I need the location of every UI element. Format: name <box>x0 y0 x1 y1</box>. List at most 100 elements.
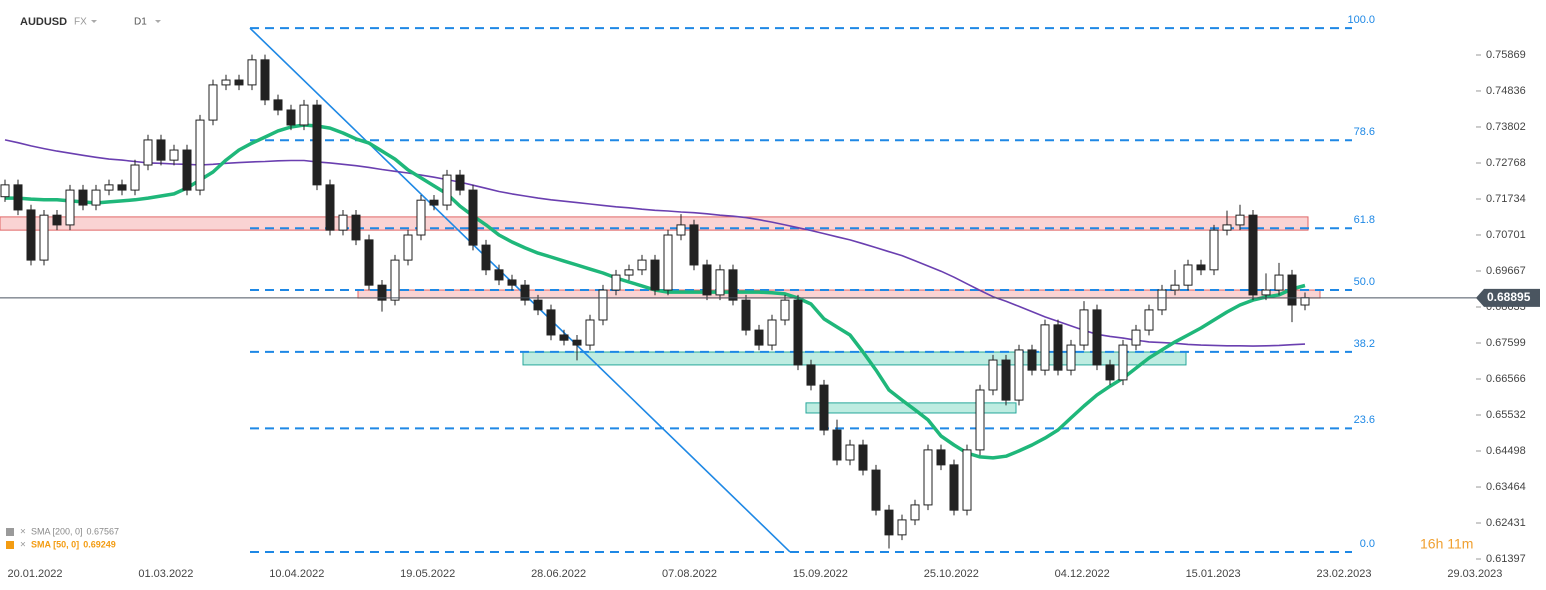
candle-body <box>728 269 738 301</box>
y-tick-label: 0.69667 <box>1486 265 1526 277</box>
candle-body <box>1066 344 1076 371</box>
zone <box>357 289 1321 299</box>
candle-body <box>676 224 686 236</box>
x-tick-label: 01.03.2022 <box>138 568 193 580</box>
candle-body <box>91 189 101 206</box>
candle-body <box>130 164 140 191</box>
candle-body <box>559 334 569 341</box>
candle-body <box>416 199 426 236</box>
legend-name: SMA [50, 0] <box>31 539 79 549</box>
candle-body <box>1287 274 1297 306</box>
plot: 0.61397 0.62431 0.63464 0.64498 0.65532 0.665… <box>0 14 1540 580</box>
y-tick-label: 0.64498 <box>1486 445 1526 457</box>
candle-body <box>546 309 556 336</box>
candle-body <box>234 79 244 86</box>
candle-body <box>650 259 660 291</box>
candle-body <box>442 174 452 206</box>
candle-body <box>1222 224 1232 231</box>
x-tick-label: 28.06.2022 <box>531 568 586 580</box>
legend-value: 0.69249 <box>83 539 116 549</box>
x-tick-label: 04.12.2022 <box>1055 568 1110 580</box>
y-tick-label: 0.62431 <box>1486 517 1526 529</box>
candle-body <box>494 269 504 281</box>
candle-body <box>1144 309 1154 331</box>
candle-body <box>533 299 543 311</box>
candle-body <box>1040 324 1050 371</box>
legend-icon <box>6 528 14 536</box>
y-tick-label: 0.71734 <box>1486 193 1526 205</box>
candle-body <box>1053 324 1063 371</box>
candle-body <box>1001 359 1011 401</box>
candle-body <box>871 469 881 511</box>
candle-body <box>689 224 699 266</box>
candle-body <box>117 184 127 191</box>
fib-label: 61.8 <box>1354 214 1375 226</box>
candle-countdown: 16h 11m <box>1420 536 1473 552</box>
zone <box>522 351 1187 366</box>
candle-body <box>611 274 621 291</box>
interval[interactable]: D1 <box>134 17 147 28</box>
dropdown-caret[interactable] <box>91 20 97 23</box>
candle-body <box>338 214 348 231</box>
candle-body <box>468 189 478 246</box>
legend-name: SMA [200, 0] <box>31 526 83 536</box>
candle-body <box>949 464 959 511</box>
candle-body <box>26 209 36 261</box>
candle-body <box>325 184 335 231</box>
candle-body <box>624 269 634 276</box>
candle-body <box>1261 289 1271 296</box>
candle-body <box>572 339 582 346</box>
symbol[interactable]: AUDUSD <box>20 16 67 28</box>
fib-label: 50.0 <box>1354 276 1375 288</box>
x-tick-label: 20.01.2022 <box>7 568 62 580</box>
candle-body <box>884 509 894 536</box>
last-price-label: 0.68895 <box>1487 290 1531 304</box>
candle-body <box>819 384 829 431</box>
candle-body <box>1196 264 1206 271</box>
candle-body <box>741 299 751 331</box>
fib-label: 38.2 <box>1354 338 1375 350</box>
candle-body <box>637 259 647 271</box>
candle-body <box>1131 329 1141 346</box>
candle-body <box>104 184 114 191</box>
candle-body <box>351 214 361 241</box>
candle-body <box>1105 364 1115 381</box>
candle-body <box>481 244 491 271</box>
legend-close: × <box>20 527 26 538</box>
candle-body <box>273 99 283 111</box>
candle-body <box>143 139 153 166</box>
candle-body <box>507 279 517 286</box>
x-tick-label: 10.04.2022 <box>269 568 324 580</box>
candle-body <box>78 189 88 206</box>
candle-body <box>208 84 218 121</box>
x-tick-label: 23.02.2023 <box>1316 568 1371 580</box>
candle-body <box>195 119 205 191</box>
x-tick-label: 19.05.2022 <box>400 568 455 580</box>
x-tick-label: 15.09.2022 <box>793 568 848 580</box>
candle-body <box>455 174 465 191</box>
y-tick-label: 0.61397 <box>1486 553 1526 565</box>
y-tick-label: 0.70701 <box>1486 229 1526 241</box>
candle-body <box>923 449 933 506</box>
candle-body <box>182 149 192 191</box>
market: FX <box>74 17 87 28</box>
x-tick-label: 07.08.2022 <box>662 568 717 580</box>
candle-body <box>0 184 10 198</box>
candle-body <box>52 214 62 226</box>
candle-body <box>364 239 374 286</box>
candle-body <box>910 504 920 521</box>
y-tick-label: 0.75869 <box>1486 49 1526 61</box>
candle-body <box>65 189 75 226</box>
legend-icon <box>6 541 14 549</box>
candle-body <box>1235 214 1245 226</box>
candle-body <box>1118 344 1128 381</box>
candle-body <box>806 364 816 386</box>
candle-body <box>169 149 179 161</box>
candle-body <box>988 359 998 391</box>
dropdown-caret[interactable] <box>155 20 161 23</box>
y-tick-label: 0.74836 <box>1486 85 1526 97</box>
candle-body <box>1274 274 1284 291</box>
candle-body <box>832 429 842 461</box>
candle-body <box>1092 309 1102 366</box>
